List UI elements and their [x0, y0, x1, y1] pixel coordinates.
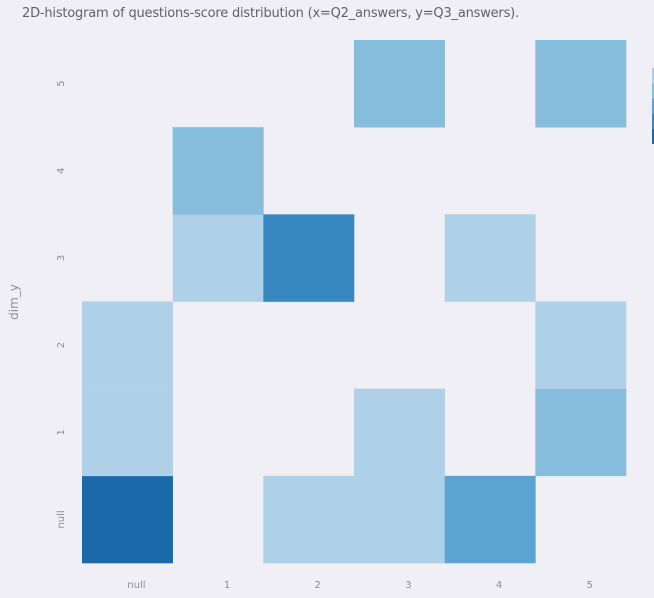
heatmap-cell-x-4-y-3 — [444, 214, 536, 302]
x-tick-label: 3 — [405, 580, 411, 591]
chart-title: 2D-histogram of questions-score distribu… — [22, 6, 519, 21]
x-tick-label: 5 — [587, 580, 593, 591]
x-tick-label: 1 — [224, 580, 230, 591]
x-tick-label: null — [127, 580, 145, 591]
y-tick-label: 1 — [56, 429, 67, 435]
heatmap-cell-x-3-y-5 — [354, 40, 445, 128]
heatmap-cell-x-4-y-null — [444, 475, 536, 564]
x-tick-label: 2 — [315, 580, 321, 591]
heatmap-cell-x-2-y-3 — [263, 214, 355, 302]
heatmap-cell-x-null-y-null — [82, 475, 173, 564]
heatmap-cell-x-2-y-null — [263, 475, 355, 564]
heatmap-cell-x-5-y-2 — [535, 301, 627, 389]
y-tick-label: 5 — [56, 80, 67, 86]
heatmap-cell-x-null-y-2 — [82, 301, 173, 389]
colorbar-segment — [652, 128, 654, 144]
colorbar-segment — [652, 83, 654, 99]
heatmap-cell-x-5-y-5 — [535, 40, 627, 128]
heatmap-cell-x-5-y-1 — [535, 388, 627, 477]
heatmap-cell-x-1-y-4 — [172, 127, 264, 215]
heatmap-cell-x-3-y-1 — [354, 388, 445, 477]
x-tick-label: 4 — [496, 580, 502, 591]
y-tick-label: null — [56, 510, 67, 528]
heatmap-cell-x-3-y-null — [354, 475, 445, 564]
y-tick-label: 3 — [56, 255, 67, 261]
heatmap-cell-x-1-y-3 — [172, 214, 264, 302]
heatmap-cell-x-null-y-1 — [82, 388, 173, 477]
y-tick-label: 4 — [56, 168, 67, 174]
colorbar-segment — [652, 113, 654, 129]
y-tick-label: 2 — [56, 342, 67, 348]
colorbar-segment — [652, 98, 654, 114]
colorbar-segment — [652, 68, 654, 84]
